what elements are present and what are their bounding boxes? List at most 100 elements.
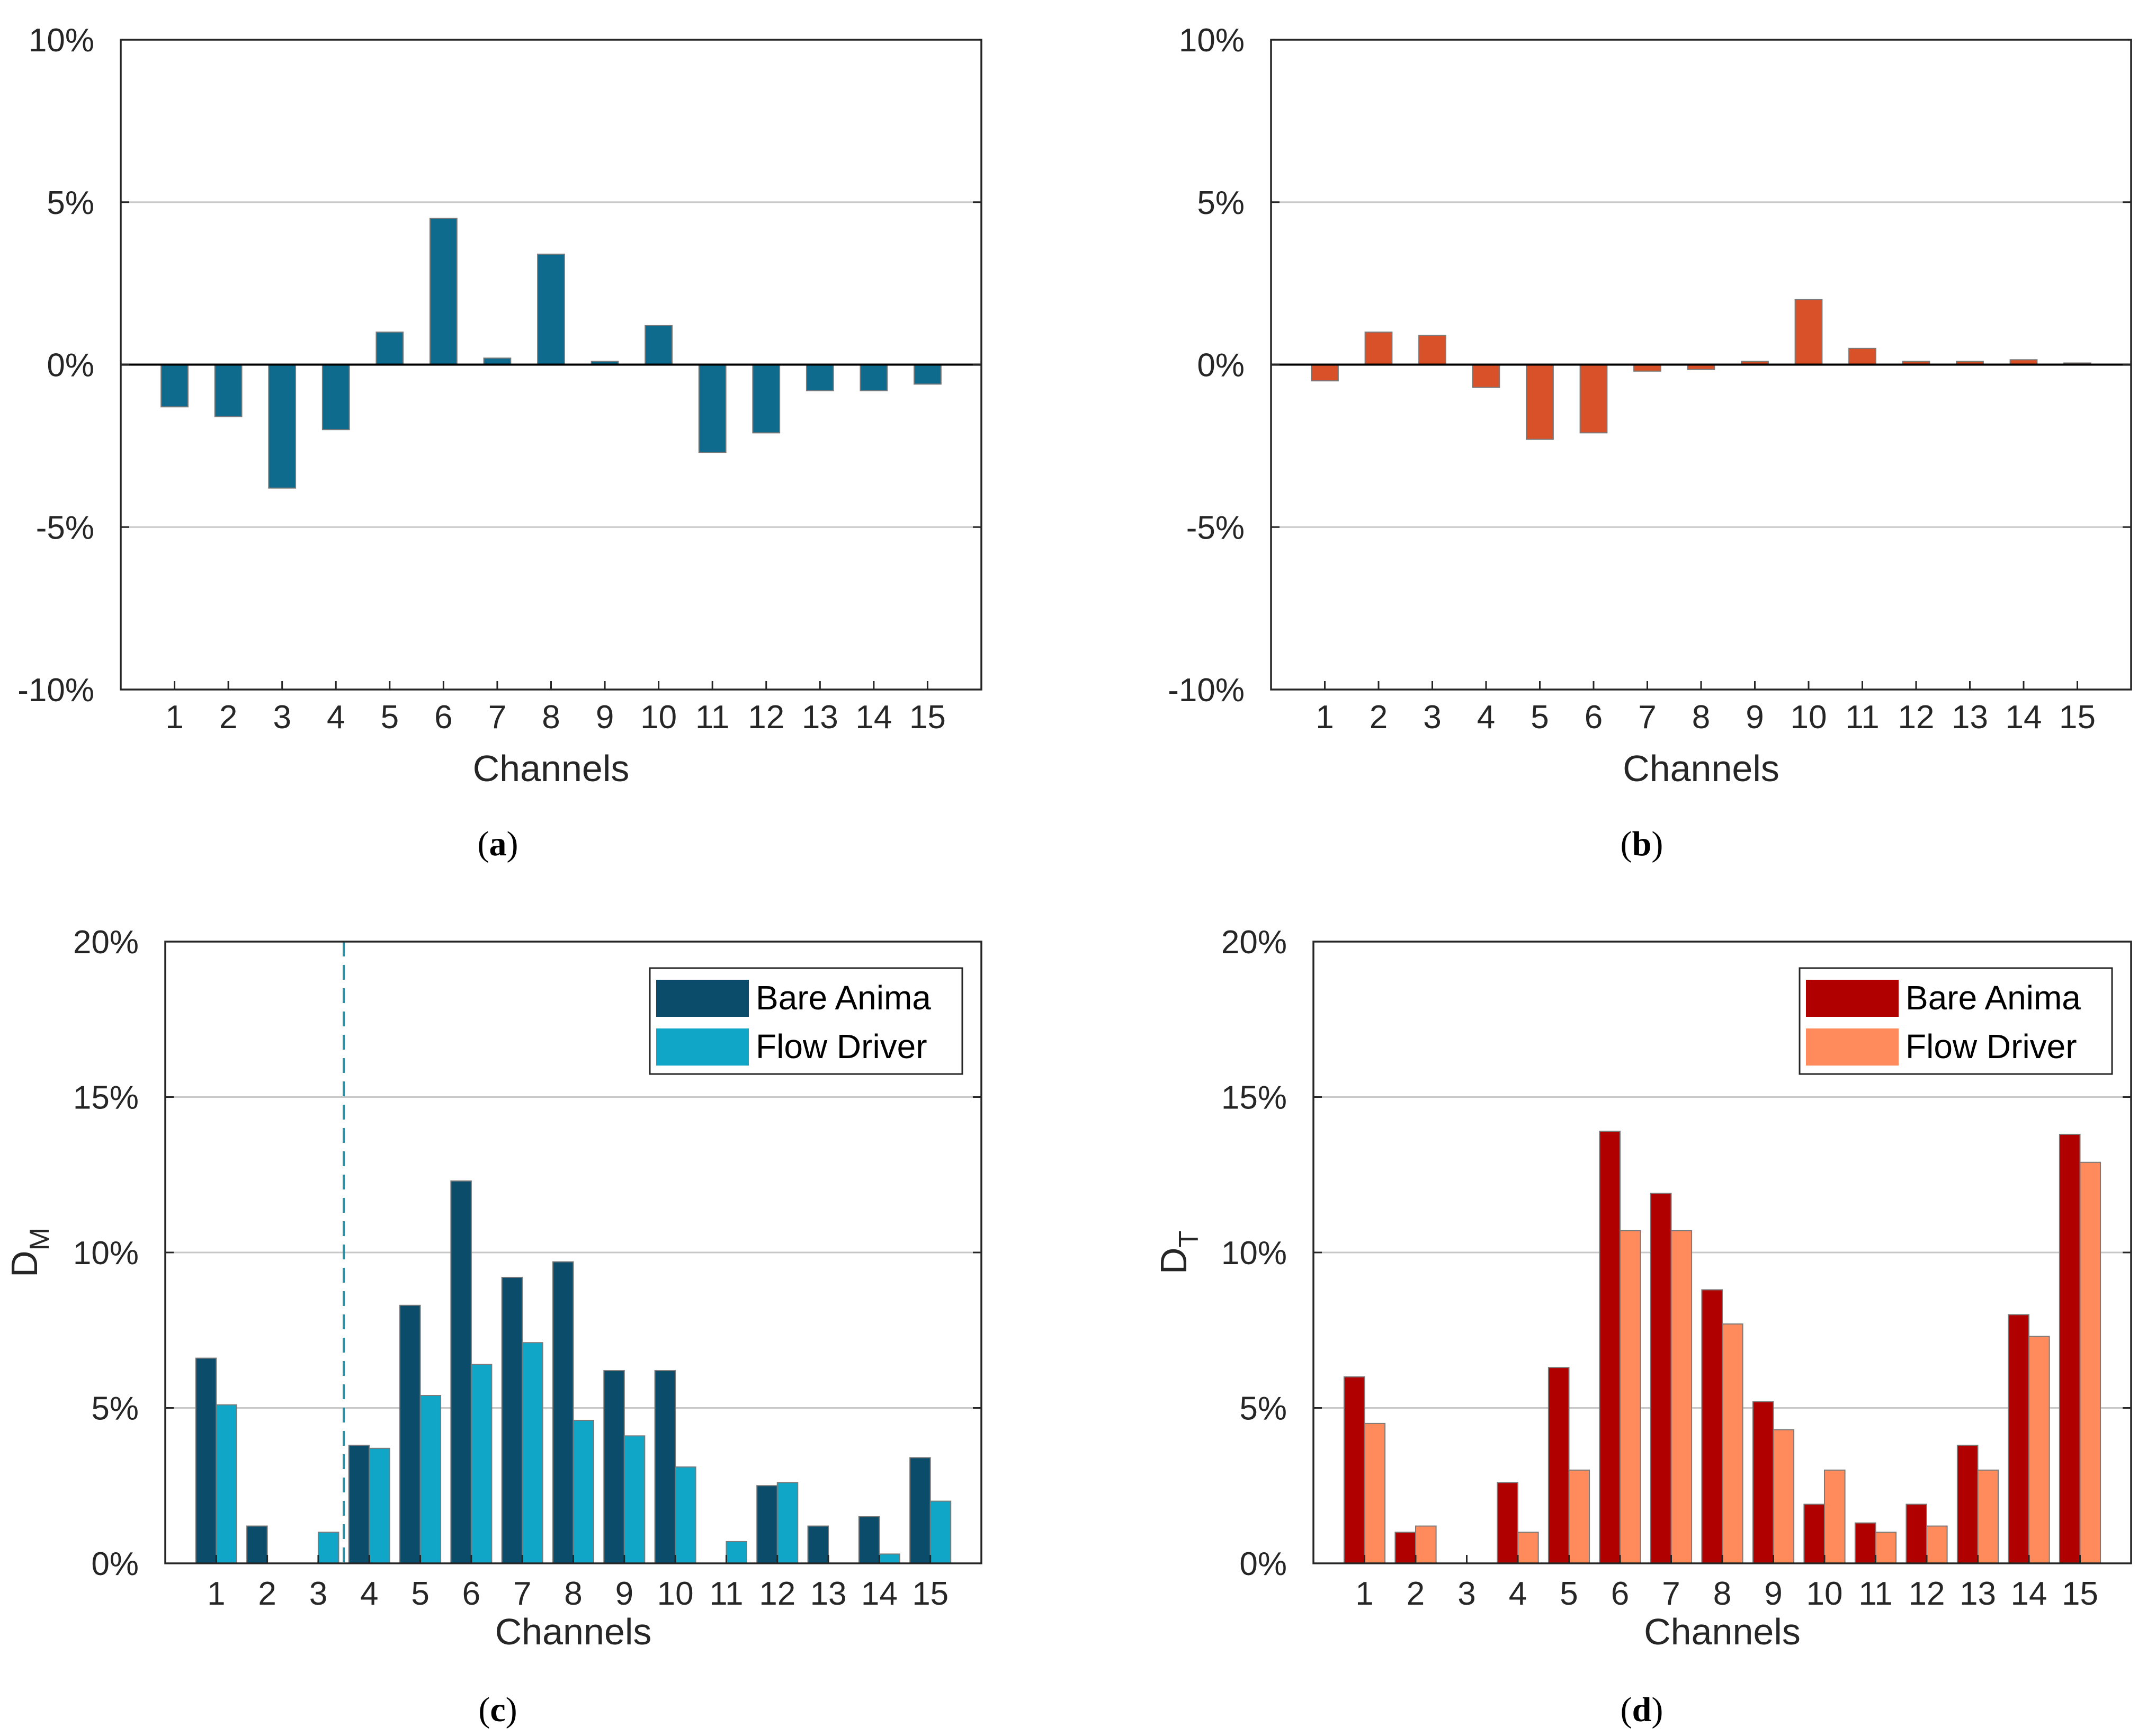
x-tick-label: 7 [513, 1576, 531, 1612]
subcaption: (a) [478, 825, 518, 863]
x-tick-label: 13 [1952, 699, 1988, 736]
x-tick-label: 10 [1806, 1576, 1843, 1612]
bar [1620, 1230, 1641, 1564]
bar [1906, 1504, 1927, 1564]
legend-label: Flow Driver [756, 1027, 927, 1066]
x-tick-label: 4 [327, 699, 345, 736]
x-tick-label: 4 [1509, 1576, 1527, 1612]
x-tick-label: 10 [657, 1576, 694, 1612]
y-tick-label: 0% [1239, 1546, 1287, 1582]
subcaption-letter: d [1632, 1690, 1652, 1729]
x-tick-label: 8 [564, 1576, 582, 1612]
bar [522, 1342, 543, 1564]
bar [1670, 1230, 1693, 1564]
bar [807, 1525, 829, 1564]
bar [1794, 299, 1823, 365]
x-tick-label: 3 [1423, 699, 1441, 736]
bar [1875, 1532, 1897, 1564]
bar [1547, 1367, 1570, 1564]
y-tick-label: -5% [1186, 509, 1245, 546]
legend-swatch [656, 1028, 749, 1066]
bar [1824, 1469, 1846, 1564]
bar [1773, 1429, 1795, 1564]
y-axis-label: DT [1153, 1231, 1204, 1274]
x-axis-label: Channels [1623, 748, 1779, 789]
chart-b: -10%-5%0%5%10%1 2 3 4 5 6 7 8 9 10 11 12 13 14 15Chann… [1168, 22, 2132, 863]
bar [1803, 1504, 1825, 1564]
x-tick-label: 13 [1960, 1576, 1996, 1612]
x-tick-label: 15 [912, 1576, 949, 1612]
bar [2008, 1314, 2029, 1564]
bar [1394, 1532, 1416, 1564]
y-tick-label: -10% [17, 672, 94, 709]
x-tick-label: 3 [1457, 1576, 1475, 1612]
x-tick-label: 3 [309, 1576, 327, 1612]
subcaption: (b) [1621, 825, 1663, 863]
y-tick-label: 10% [1221, 1235, 1287, 1272]
y-tick-label: 5% [1197, 185, 1245, 221]
legend-swatch [1806, 1028, 1899, 1066]
x-tick-label: 9 [596, 699, 614, 736]
bar [317, 1532, 339, 1564]
bar [1926, 1525, 1948, 1564]
x-tick-label: 5 [1531, 699, 1549, 736]
chart-c: 0%5%10%15%20%1 2 3 4 5 6 7 8 9 10 11 12 13 14 15Channe… [4, 924, 982, 1729]
bar [1977, 1469, 1999, 1564]
subcaption-letter: a [489, 825, 507, 863]
bar [1579, 364, 1608, 434]
y-tick-label: 5% [47, 185, 94, 221]
subcaption-open: ( [1621, 1690, 1632, 1729]
bar [1599, 1131, 1621, 1564]
bar [1472, 364, 1500, 388]
x-tick-label: 1 [1355, 1576, 1373, 1612]
bar [1722, 1323, 1743, 1564]
x-tick-label: 9 [615, 1576, 633, 1612]
y-tick-label: 10% [73, 1235, 139, 1272]
y-tick-label: 10% [1179, 22, 1245, 59]
x-tick-label: 6 [434, 699, 452, 736]
x-tick-label: 6 [462, 1576, 480, 1612]
legend: Bare Anima Flow Driver [1799, 967, 2113, 1075]
x-tick-label: 15 [2062, 1576, 2098, 1612]
y-tick-label: 0% [91, 1546, 139, 1582]
bar [1343, 1376, 1365, 1564]
subcaption-open: ( [478, 1690, 490, 1729]
bar [860, 364, 888, 391]
y-axis-label-main: D [4, 1250, 45, 1277]
bar [806, 364, 834, 391]
chart-d: 0%5%10%15%20%1 2 3 4 5 6 7 8 9 10 11 12 13 14 15Channe… [1153, 924, 2132, 1729]
bar [675, 1466, 696, 1564]
legend-label: Bare Anima [756, 979, 931, 1017]
bar [1854, 1522, 1876, 1564]
bar [726, 1541, 747, 1564]
x-tick-label: 5 [411, 1576, 429, 1612]
bar [756, 1485, 778, 1564]
subcaption-open: ( [478, 825, 489, 863]
x-tick-label: 8 [542, 699, 560, 736]
bar [552, 1261, 574, 1564]
bar [645, 325, 673, 365]
subcaption-close: ) [1651, 825, 1663, 863]
y-tick-label: 5% [91, 1391, 139, 1427]
x-tick-label: 2 [1370, 699, 1388, 736]
x-tick-label: 15 [2059, 699, 2096, 736]
x-tick-label: 2 [1407, 1576, 1425, 1612]
y-axis-label-sub: T [1174, 1231, 1204, 1248]
x-tick-label: 1 [165, 699, 183, 736]
subcaption-close: ) [507, 825, 518, 863]
bar [909, 1457, 931, 1564]
bar [1848, 347, 1876, 365]
x-tick-label: 12 [759, 1576, 795, 1612]
subcaption: (c) [478, 1690, 517, 1729]
bar [1650, 1193, 1672, 1564]
bar [654, 1370, 676, 1564]
subcaption: (d) [1621, 1690, 1663, 1729]
bar [399, 1304, 421, 1564]
y-tick-label: -10% [1168, 672, 1245, 709]
x-tick-label: 14 [855, 699, 892, 736]
x-tick-label: 2 [219, 699, 237, 736]
legend-swatch [656, 980, 749, 1017]
x-tick-label: 1 [207, 1576, 225, 1612]
bar [2028, 1336, 2050, 1564]
